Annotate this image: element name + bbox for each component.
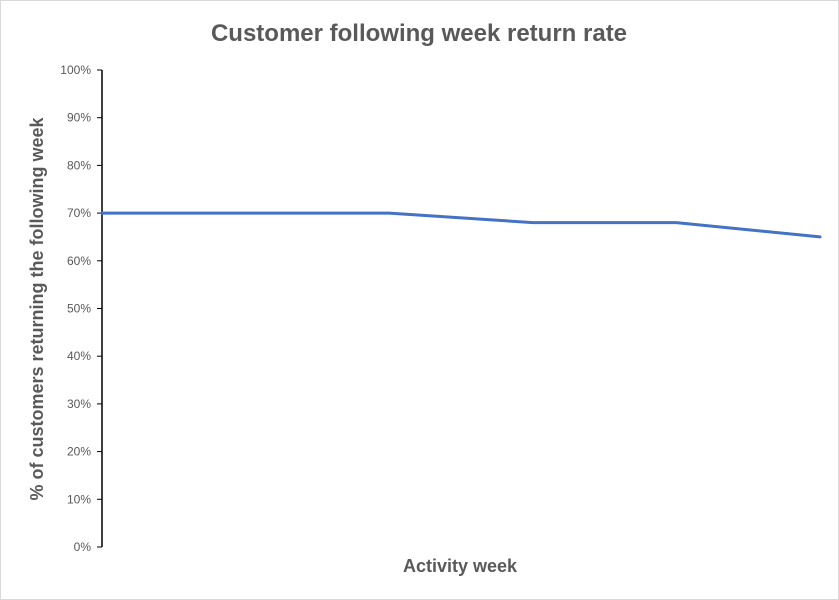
y-axis-ticks: 0% 10% 20% 30% 40% 50% 60% 70% 80% 90% 100% bbox=[60, 63, 102, 554]
y-axis-title: % of customers returning the following w… bbox=[27, 116, 47, 500]
series-line-1 bbox=[100, 211, 822, 239]
y-tick-label: 80% bbox=[67, 158, 91, 172]
series-group bbox=[100, 211, 822, 239]
y-tick-label: 0% bbox=[74, 540, 92, 554]
y-tick-label: 90% bbox=[67, 111, 91, 125]
chart-title: Customer following week return rate bbox=[211, 20, 627, 47]
y-tick-label: 70% bbox=[67, 206, 91, 220]
y-tick-label: 40% bbox=[67, 349, 91, 363]
y-tick-label: 10% bbox=[67, 492, 91, 506]
x-axis-title: Activity week bbox=[403, 556, 518, 576]
y-tick-label: 30% bbox=[67, 397, 91, 411]
y-tick-label: 50% bbox=[67, 302, 91, 316]
y-tick-label: 60% bbox=[67, 254, 91, 268]
y-tick-label: 100% bbox=[60, 63, 91, 77]
y-tick-label: 20% bbox=[67, 445, 91, 459]
